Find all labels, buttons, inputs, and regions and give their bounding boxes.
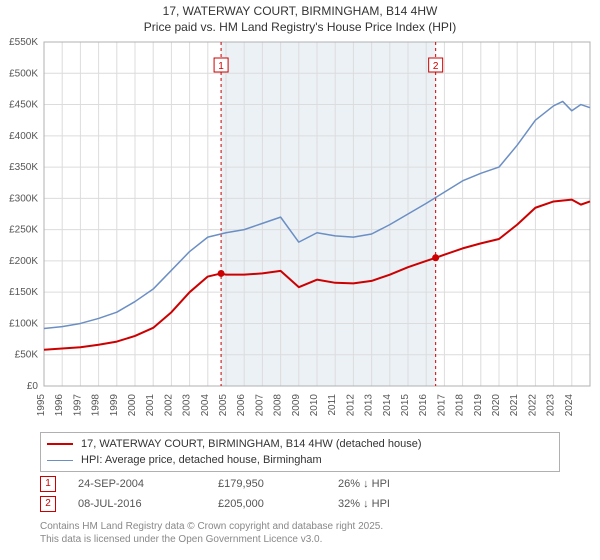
svg-text:1998: 1998 bbox=[91, 394, 102, 417]
svg-text:£350K: £350K bbox=[9, 162, 38, 173]
svg-text:1995: 1995 bbox=[36, 394, 47, 417]
marker-price-1: £179,950 bbox=[218, 478, 338, 490]
svg-text:£50K: £50K bbox=[15, 350, 39, 361]
marker-row: 1 24-SEP-2004 £179,950 26% ↓ HPI bbox=[40, 474, 560, 494]
svg-text:2010: 2010 bbox=[309, 394, 320, 417]
svg-text:2020: 2020 bbox=[491, 394, 502, 417]
footer-line1: Contains HM Land Registry data © Crown c… bbox=[40, 520, 383, 533]
chart-area: £0 £50K £100K £150K £200K £250K £300K £350K £400… bbox=[0, 36, 600, 426]
svg-text:2021: 2021 bbox=[509, 394, 520, 417]
svg-text:£0: £0 bbox=[27, 381, 39, 392]
svg-text:£300K: £300K bbox=[9, 193, 38, 204]
svg-text:2023: 2023 bbox=[546, 394, 557, 417]
footer-line2: This data is licensed under the Open Gov… bbox=[40, 533, 383, 546]
svg-text:£100K: £100K bbox=[9, 318, 38, 329]
legend-swatch-hpi bbox=[47, 460, 73, 461]
svg-text:2012: 2012 bbox=[345, 394, 356, 417]
legend-row: 17, WATERWAY COURT, BIRMINGHAM, B14 4HW … bbox=[47, 436, 553, 452]
svg-text:2007: 2007 bbox=[254, 394, 265, 417]
legend-swatch-property bbox=[47, 443, 73, 445]
svg-text:2017: 2017 bbox=[436, 394, 447, 417]
svg-text:2: 2 bbox=[433, 61, 439, 72]
legend-label-property: 17, WATERWAY COURT, BIRMINGHAM, B14 4HW … bbox=[81, 438, 422, 450]
marker-num-2: 2 bbox=[40, 496, 56, 512]
svg-text:2004: 2004 bbox=[200, 394, 211, 417]
title-line2: Price paid vs. HM Land Registry's House … bbox=[0, 20, 600, 36]
svg-text:2002: 2002 bbox=[163, 394, 174, 417]
svg-text:1: 1 bbox=[218, 61, 224, 72]
svg-text:2005: 2005 bbox=[218, 394, 229, 417]
svg-text:2013: 2013 bbox=[364, 394, 375, 417]
svg-text:2003: 2003 bbox=[182, 394, 193, 417]
svg-text:2011: 2011 bbox=[327, 394, 338, 416]
footer: Contains HM Land Registry data © Crown c… bbox=[40, 520, 383, 546]
svg-text:£500K: £500K bbox=[9, 68, 38, 79]
marker-date-1: 24-SEP-2004 bbox=[78, 478, 218, 490]
title-line1: 17, WATERWAY COURT, BIRMINGHAM, B14 4HW bbox=[0, 4, 600, 20]
title-block: 17, WATERWAY COURT, BIRMINGHAM, B14 4HW … bbox=[0, 0, 600, 35]
svg-text:2006: 2006 bbox=[236, 394, 247, 417]
svg-text:2018: 2018 bbox=[455, 394, 466, 417]
legend-row: HPI: Average price, detached house, Birm… bbox=[47, 452, 553, 468]
svg-text:2016: 2016 bbox=[418, 394, 429, 417]
svg-text:1999: 1999 bbox=[109, 394, 120, 417]
legend-box: 17, WATERWAY COURT, BIRMINGHAM, B14 4HW … bbox=[40, 432, 560, 472]
marker-row: 2 08-JUL-2016 £205,000 32% ↓ HPI bbox=[40, 494, 560, 514]
marker-delta-1: 26% ↓ HPI bbox=[338, 478, 458, 490]
chart-svg: £0 £50K £100K £150K £200K £250K £300K £350K £400… bbox=[0, 36, 600, 426]
legend-label-hpi: HPI: Average price, detached house, Birm… bbox=[81, 454, 322, 466]
marker-num-1: 1 bbox=[40, 476, 56, 492]
svg-text:£250K: £250K bbox=[9, 225, 38, 236]
svg-text:2022: 2022 bbox=[527, 394, 538, 417]
marker-delta-2: 32% ↓ HPI bbox=[338, 498, 458, 510]
svg-text:2014: 2014 bbox=[382, 394, 393, 417]
svg-text:2001: 2001 bbox=[145, 394, 156, 417]
svg-text:2000: 2000 bbox=[127, 394, 138, 417]
svg-text:1996: 1996 bbox=[54, 394, 65, 417]
svg-text:2009: 2009 bbox=[291, 394, 302, 417]
marker-price-2: £205,000 bbox=[218, 498, 338, 510]
svg-text:2024: 2024 bbox=[564, 394, 575, 417]
svg-text:£450K: £450K bbox=[9, 100, 38, 111]
svg-text:£200K: £200K bbox=[9, 256, 38, 267]
svg-text:£550K: £550K bbox=[9, 37, 38, 48]
svg-text:2015: 2015 bbox=[400, 394, 411, 417]
chart-container: 17, WATERWAY COURT, BIRMINGHAM, B14 4HW … bbox=[0, 0, 600, 560]
marker-table: 1 24-SEP-2004 £179,950 26% ↓ HPI 2 08-JU… bbox=[40, 474, 560, 514]
svg-text:£150K: £150K bbox=[9, 287, 38, 298]
svg-text:2008: 2008 bbox=[273, 394, 284, 417]
svg-text:£400K: £400K bbox=[9, 131, 38, 142]
marker-date-2: 08-JUL-2016 bbox=[78, 498, 218, 510]
svg-text:2019: 2019 bbox=[473, 394, 484, 417]
svg-text:1997: 1997 bbox=[72, 394, 83, 417]
